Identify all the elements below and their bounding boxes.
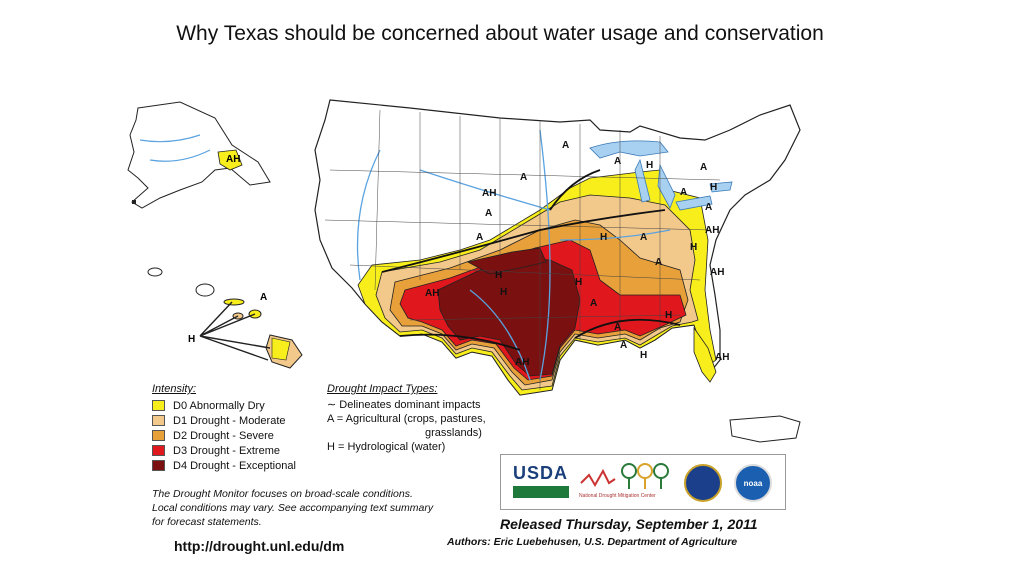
map-label: H	[495, 270, 502, 281]
map-label: A	[520, 172, 527, 183]
legend-swatch	[152, 445, 165, 456]
hawaii-island-3	[223, 298, 245, 306]
impact-item: H = Hydrological (water)	[327, 441, 446, 453]
map-label: H	[690, 242, 697, 253]
florida-dry	[693, 326, 717, 383]
legend-swatch	[152, 430, 165, 441]
slide-title: Why Texas should be concerned about wate…	[176, 22, 824, 45]
great-lakes	[589, 140, 733, 211]
map-label: A	[705, 202, 712, 213]
alaska-rivers	[139, 134, 211, 162]
legend-swatch	[152, 400, 165, 411]
map-label: A	[620, 340, 627, 351]
map-label: A	[485, 208, 492, 219]
impact-line-icon: ∼	[327, 399, 340, 411]
map-label: A	[614, 322, 621, 333]
hawaii-region: A H	[132, 200, 303, 369]
map-label: AH	[710, 267, 724, 278]
hawaii-impact-lines	[199, 301, 271, 361]
map-label: A	[700, 162, 707, 173]
source-url[interactable]: http://drought.unl.edu/dm	[174, 538, 345, 554]
usda-logo: USDA	[513, 463, 569, 501]
contiguous-us: A A A AH A A H H A A A H AH A AH AH H H …	[314, 99, 801, 396]
map-label: A	[640, 232, 647, 243]
ndmc-graphic	[580, 463, 669, 489]
impact-item: A = Agricultural (crops, pastures,	[327, 413, 486, 425]
ndmc-logo: National Drought Mitigation Center	[579, 461, 671, 503]
map-label: A	[614, 156, 621, 167]
map-label: A	[590, 298, 597, 309]
drought-d4-oklahoma	[466, 247, 547, 275]
legend-swatch	[152, 415, 165, 426]
alaska-dry-area	[217, 149, 243, 171]
disclaimer-note: The Drought Monitor focuses on broad-sca…	[152, 488, 434, 528]
map-label: A	[260, 292, 267, 303]
map-label: A	[562, 140, 569, 151]
legend-item-d3: D3 Drought - Extreme	[152, 443, 296, 458]
map-label: H	[188, 334, 195, 345]
map-label: AH	[482, 188, 496, 199]
impact-heading: Drought Impact Types:	[327, 383, 438, 395]
legend-item-d2: D2 Drought - Severe	[152, 428, 296, 443]
map-label: AH	[715, 352, 729, 363]
map-label: A	[680, 187, 687, 198]
hawaii-big-island-dry	[271, 337, 291, 361]
legend-swatch	[152, 460, 165, 471]
impact-item: ∼ Delineates dominant impacts	[327, 399, 481, 411]
map-label: H	[646, 160, 653, 171]
legend-item-d4: D4 Drought - Exceptional	[152, 458, 296, 473]
intensity-heading: Intensity:	[152, 383, 197, 395]
map-label: AH	[425, 288, 439, 299]
map-label: H	[575, 277, 582, 288]
doc-seal-logo	[684, 464, 722, 502]
impact-item: grasslands)	[425, 427, 482, 439]
map-label: H	[710, 182, 717, 193]
major-rivers	[356, 129, 671, 381]
map-label: A	[655, 257, 662, 268]
state-boundaries	[324, 109, 721, 390]
legend-item-d0: D0 Abnormally Dry	[152, 398, 296, 413]
map-label: H	[665, 310, 672, 321]
territory-marker	[132, 200, 136, 204]
legend-item-d1: D1 Drought - Moderate	[152, 413, 296, 428]
release-date: Released Thursday, September 1, 2011	[500, 516, 758, 532]
map-label: AH	[226, 154, 240, 165]
drought-map: AH A H	[127, 99, 801, 443]
map-label: H	[640, 350, 647, 361]
authors-line: Authors: Eric Luebehusen, U.S. Departmen…	[447, 536, 738, 548]
map-label: AH	[705, 225, 719, 236]
map-label: AH	[515, 357, 529, 368]
map-label: H	[600, 232, 607, 243]
impact-legend: Drought Impact Types: ∼ Delineates domin…	[327, 383, 486, 454]
impact-boundaries	[381, 169, 681, 351]
hawaii-island-2	[195, 283, 215, 297]
map-label: A	[476, 232, 483, 243]
noaa-logo: noaa	[734, 464, 772, 502]
intensity-legend: Intensity: D0 Abnormally Dry D1 Drought …	[152, 383, 296, 473]
map-label: H	[500, 287, 507, 298]
hawaii-island-1	[147, 267, 163, 277]
alaska-region: AH	[127, 101, 271, 209]
agency-logos: USDA National Drought Mitigation Center …	[500, 454, 786, 510]
puerto-rico	[729, 415, 801, 443]
